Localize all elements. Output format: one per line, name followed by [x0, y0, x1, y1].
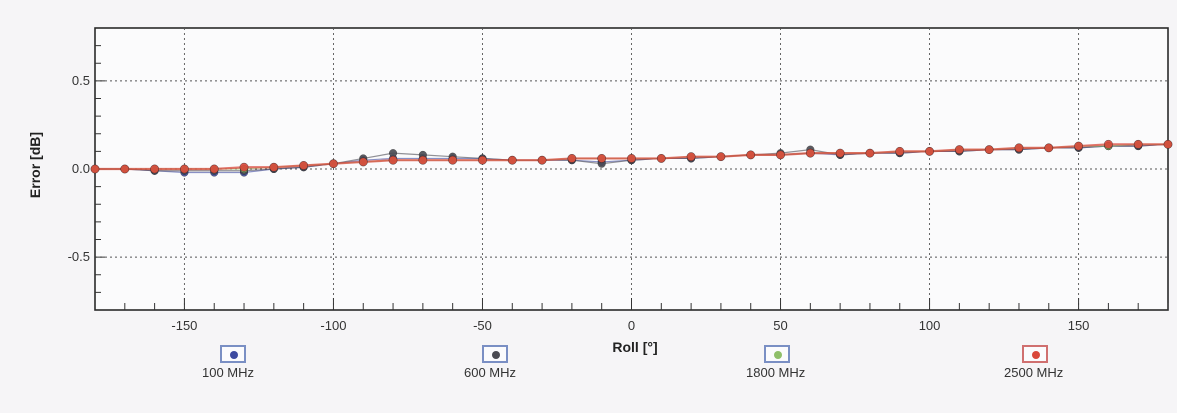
data-point	[656, 154, 666, 163]
data-point	[478, 155, 487, 165]
x-tick-label: 100	[919, 318, 941, 333]
data-point	[805, 148, 815, 158]
data-point	[865, 148, 875, 158]
y-axis-label: Error [dB]	[27, 132, 43, 198]
data-point	[895, 146, 905, 156]
legend-swatch	[220, 345, 246, 363]
legend-marker	[774, 351, 782, 359]
data-point	[746, 150, 756, 160]
legend-label: 100 MHz	[202, 365, 255, 380]
data-point	[567, 154, 577, 163]
legend-swatch	[482, 345, 508, 363]
axis-ticks	[95, 45, 1169, 310]
legend-marker	[1032, 351, 1040, 359]
data-point	[776, 150, 785, 160]
data-point	[329, 159, 338, 169]
x-tick-label: -50	[473, 318, 492, 333]
x-tick-label: -150	[171, 318, 197, 333]
legend-swatch	[764, 345, 790, 363]
legend-swatch	[1022, 345, 1048, 363]
data-point	[925, 146, 934, 156]
legend-label: 1800 MHz	[746, 365, 806, 380]
data-point	[299, 161, 309, 170]
data-point	[1133, 139, 1143, 149]
legend-item-100mhz[interactable]: 100 MHz	[202, 345, 370, 405]
data-point	[597, 154, 607, 163]
data-point	[716, 152, 726, 162]
data-point	[984, 145, 994, 155]
data-point	[180, 164, 189, 174]
data-point	[269, 162, 279, 172]
legend-marker	[230, 351, 238, 359]
data-point	[954, 145, 964, 155]
data-point	[686, 152, 696, 162]
data-point	[418, 155, 428, 165]
x-tick-label: 0	[628, 318, 635, 333]
data-point	[358, 157, 368, 167]
data-points	[90, 139, 1173, 177]
legend-item-600mhz[interactable]: 600 MHz	[464, 345, 632, 405]
data-point	[209, 164, 219, 174]
x-tick-label: 50	[773, 318, 787, 333]
data-point	[90, 164, 100, 174]
y-tick-label: 0.0	[72, 161, 90, 176]
data-point	[835, 148, 845, 158]
y-tick-label: -0.5	[68, 249, 90, 264]
data-point	[1074, 141, 1083, 151]
data-point	[537, 155, 547, 165]
data-point	[627, 154, 636, 163]
data-point	[150, 164, 160, 174]
data-point	[1163, 139, 1173, 149]
x-axis-label: Roll [°]	[612, 339, 657, 355]
legend-label: 600 MHz	[464, 365, 517, 380]
data-point	[1103, 139, 1113, 149]
data-point	[448, 155, 458, 165]
data-point	[1014, 143, 1024, 153]
grid	[95, 28, 1168, 310]
legend-marker	[492, 351, 500, 359]
x-tick-label: -100	[320, 318, 346, 333]
x-tick-label: 150	[1068, 318, 1090, 333]
legend-item-2500mhz[interactable]: 2500 MHz	[1004, 345, 1172, 405]
data-point	[388, 155, 398, 165]
y-tick-label: 0.5	[72, 73, 90, 88]
data-point	[120, 164, 130, 174]
data-point	[507, 155, 517, 165]
data-point	[239, 162, 249, 172]
legend-label: 2500 MHz	[1004, 365, 1064, 380]
tick-labels: -150 -100 -50 0 50 100 150 -0.5 0.0 0.5	[68, 73, 1090, 333]
legend-item-1800mhz[interactable]: 1800 MHz	[746, 345, 914, 405]
data-point	[1044, 143, 1054, 153]
